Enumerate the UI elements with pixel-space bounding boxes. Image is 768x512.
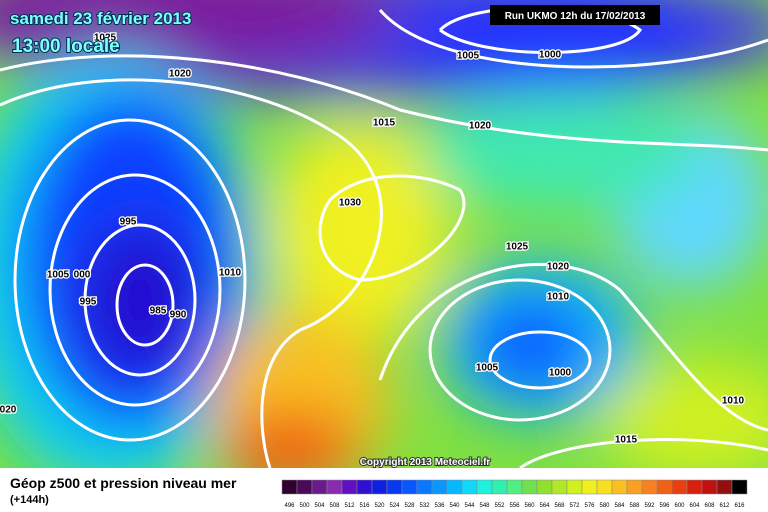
scale-swatch (431, 479, 448, 495)
isobar-label: 1025 (94, 33, 117, 44)
scale-label: 580 (599, 503, 610, 509)
isobar-label: 1000 (549, 368, 572, 379)
scale-swatch (281, 479, 298, 495)
isobar-label: 1020 (169, 69, 192, 80)
scale-label: 612 (719, 503, 730, 509)
isobar-label: 1005 (476, 363, 499, 374)
scale-label: 504 (314, 503, 325, 509)
isobar-label: 995 (80, 297, 97, 308)
scale-label: 576 (584, 503, 595, 509)
scale-label: 552 (494, 503, 505, 509)
isobar-labels: 1025 1020 1005 1000 1015 1020 1030 995 1… (0, 31, 746, 447)
scale-swatch (461, 479, 478, 495)
scale-label: 524 (389, 503, 400, 509)
scale-label: 548 (479, 503, 490, 509)
isobar-label: 1005 (47, 270, 70, 281)
scale-swatch (371, 479, 388, 495)
scale-label: 564 (539, 503, 550, 509)
scale-swatch (626, 479, 643, 495)
isobar-label: 1010 (722, 396, 745, 407)
scale-label: 508 (329, 503, 340, 509)
scale-label: 584 (614, 503, 625, 509)
isobar-label: 1010 (219, 268, 242, 279)
scale-swatch (551, 479, 568, 495)
scale-swatch (341, 479, 358, 495)
scale-swatch (716, 479, 733, 495)
scale-swatch (686, 479, 703, 495)
isobar-label: 1020 (547, 262, 570, 273)
scale-swatch (401, 479, 418, 495)
copyright: Copyright 2013 Meteociel.fr (360, 457, 491, 468)
scale-label: 500 (299, 503, 310, 509)
scale-swatch (326, 479, 343, 495)
map-time: 13:00 locale (12, 36, 120, 57)
scale-swatch (656, 479, 673, 495)
scale-label: 512 (344, 503, 355, 509)
scale-label: 568 (554, 503, 565, 509)
scale-swatch (641, 479, 658, 495)
scale-label: 588 (629, 503, 640, 509)
scale-label: 556 (509, 503, 520, 509)
scale-label: 608 (704, 503, 715, 509)
scale-label: 520 (374, 503, 385, 509)
scale-swatch (416, 479, 433, 495)
scale-swatch (566, 479, 583, 495)
isobar-label: 1010 (547, 292, 570, 303)
isobar-lines (0, 6, 768, 468)
scale-label: 532 (419, 503, 430, 509)
scale-label: 604 (689, 503, 700, 509)
isobar-label: 1000 (539, 50, 562, 61)
scale-swatch (596, 479, 613, 495)
isobar-label: 1015 (615, 435, 638, 446)
run-info: Run UKMO 12h du 17/02/2013 (505, 11, 646, 22)
map-field (0, 0, 768, 468)
scale-swatch (701, 479, 718, 495)
scale-label: 516 (359, 503, 370, 509)
isobar-label: 000 (74, 270, 91, 281)
color-scale: 496 500 504 508 512 516 520 524 528 532 536 540 544 5… (281, 479, 748, 509)
scale-swatch (446, 479, 463, 495)
scale-label: 600 (674, 503, 685, 509)
isobar-label: 1015 (373, 118, 396, 129)
scale-label: 596 (659, 503, 670, 509)
scale-label: 544 (464, 503, 475, 509)
scale-label: 528 (404, 503, 415, 509)
legend-subtitle: (+144h) (10, 494, 49, 506)
isobar-label: 990 (170, 310, 187, 321)
scale-label: 560 (524, 503, 535, 509)
scale-label: 592 (644, 503, 655, 509)
scale-swatch (296, 479, 313, 495)
isobar-label: 985 (150, 306, 167, 317)
scale-label: 616 (734, 503, 745, 509)
legend-title: Géop z500 et pression niveau mer (10, 475, 237, 491)
scale-swatch (521, 479, 538, 495)
scale-swatch (536, 479, 553, 495)
scale-swatch (356, 479, 373, 495)
scale-label: 572 (569, 503, 580, 509)
scale-label: 540 (449, 503, 460, 509)
scale-label: 496 (284, 503, 295, 509)
isobar-label: 1005 (457, 51, 480, 62)
run-box (490, 5, 660, 25)
scale-swatch (386, 479, 403, 495)
isobar-label: 1020 (469, 121, 492, 132)
scale-swatch (311, 479, 328, 495)
scale-swatch (476, 479, 493, 495)
isobar-label: 020 (0, 405, 17, 416)
scale-swatch (506, 479, 523, 495)
map-date: samedi 23 février 2013 (10, 9, 191, 28)
scale-swatch (731, 479, 748, 495)
isobar-label: 1030 (339, 198, 362, 209)
scale-swatch (611, 479, 628, 495)
scale-swatch (581, 479, 598, 495)
scale-swatch (671, 479, 688, 495)
scale-swatch (491, 479, 508, 495)
isobar-label: 995 (120, 217, 137, 228)
isobar-label: 1025 (506, 242, 529, 253)
scale-label: 536 (434, 503, 445, 509)
